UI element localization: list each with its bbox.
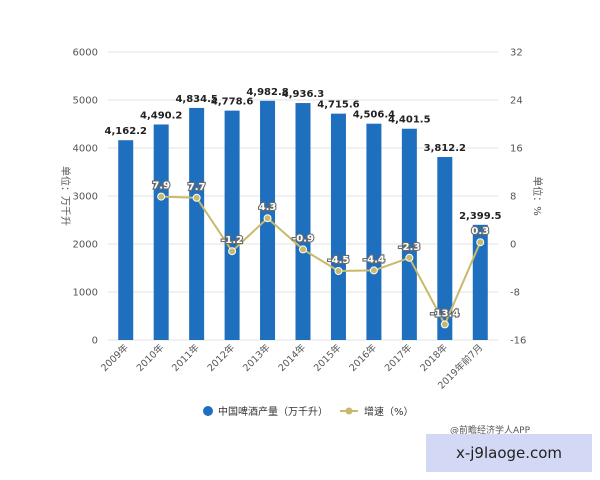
growth-value-label: -1.2	[221, 235, 243, 246]
growth-point	[157, 192, 166, 201]
growth-value-label: -13.4	[430, 308, 459, 319]
bar	[295, 103, 311, 340]
y2-tick-label: 8	[510, 192, 516, 203]
y2-tick-label: 0	[510, 240, 516, 251]
growth-value-label: -4.4	[363, 254, 385, 265]
growth-point	[228, 247, 237, 256]
bar	[366, 123, 382, 340]
legend-bar-marker	[203, 406, 213, 416]
growth-line	[157, 192, 485, 329]
bar	[189, 107, 205, 340]
legend-line-label: 增速（%）	[364, 405, 414, 418]
growth-point	[476, 238, 485, 247]
bar-value-label: 4,715.6	[317, 100, 359, 111]
source-credit: @前瞻经济学人APP	[450, 426, 531, 436]
growth-value-label: -4.5	[328, 255, 350, 266]
x-tick-label: 2010年	[134, 341, 167, 374]
x-tick-label: 2013年	[240, 341, 273, 374]
growth-value-label: 4.3	[259, 202, 277, 213]
y-tick-label: 1000	[73, 288, 98, 299]
legend-bar-label: 中国啤酒产量（万千升）	[218, 405, 328, 418]
bar-value-label: 4,490.2	[140, 110, 182, 121]
growth-value-label: 7.7	[188, 182, 206, 193]
y2-tick-label: -8	[510, 288, 520, 299]
growth-point	[263, 214, 272, 223]
bar	[118, 140, 134, 340]
y-tick-label: 6000	[73, 48, 98, 59]
growth-point	[369, 266, 378, 275]
growth-value-label: -2.3	[398, 242, 420, 253]
x-tick-label: 2016年	[347, 341, 380, 374]
y2-tick-label: 32	[510, 48, 523, 59]
y2-tick-label: 24	[510, 96, 523, 107]
growth-point	[192, 193, 201, 202]
watermark: x-j9laoge.com	[426, 434, 592, 472]
growth-point	[334, 267, 343, 275]
y-tick-label: 5000	[73, 96, 98, 107]
y2-tick-label: -16	[510, 336, 526, 347]
data-labels: 4,162.2 4,490.2 4,834.54,778.64,982.84,936…	[105, 87, 502, 321]
bar-value-label: 4,936.3	[282, 89, 324, 100]
bar	[153, 124, 169, 340]
bar	[401, 128, 417, 340]
x-tick-label: 2015年	[311, 341, 344, 374]
legend-line-marker	[345, 407, 353, 415]
y-tick-label: 3000	[73, 192, 98, 203]
x-tick-label: 2012年	[205, 341, 238, 374]
bar	[472, 224, 488, 340]
bar-value-label: 4,162.2	[105, 126, 147, 137]
x-tick-label: 2009年	[99, 341, 132, 374]
y-tick-label: 2000	[73, 240, 98, 251]
x-tick-label: 2017年	[382, 341, 415, 374]
growth-point	[405, 253, 414, 262]
y-tick-label: 4000	[73, 144, 98, 155]
bar-value-label: 4,506.4	[353, 110, 395, 121]
y-axis-title: 单位：万千升	[59, 166, 72, 226]
bar-value-label: 4,778.6	[211, 97, 253, 108]
growth-value-label: -0.9	[292, 233, 314, 244]
x-tick-label: 2011年	[169, 341, 202, 374]
x-tick-label: 2018年	[418, 341, 451, 374]
y2-axis-title: 单位：%	[531, 176, 544, 216]
y2-tick-label: 16	[510, 144, 523, 155]
legend: 中国啤酒产量（万千升） 增速（%）	[203, 405, 414, 418]
growth-line-path	[161, 195, 482, 327]
bar-value-label: 4,401.5	[388, 115, 430, 126]
bar-value-label: 4,982.8	[246, 87, 288, 98]
growth-point	[299, 245, 307, 254]
bar	[224, 110, 240, 340]
growth-value-label: 7.9	[152, 181, 170, 192]
bar-value-label: 3,812.2	[424, 143, 466, 154]
bar-value-label: 2,399.5	[459, 211, 501, 222]
bar	[437, 157, 453, 340]
growth-point	[440, 320, 449, 329]
y-tick-label: 0	[92, 336, 98, 347]
growth-value-label: 0.3	[471, 226, 489, 237]
bar	[330, 113, 346, 340]
x-tick-label: 2014年	[276, 341, 309, 374]
bar-value-label: 4,834.5	[175, 94, 217, 105]
bars	[118, 100, 488, 341]
